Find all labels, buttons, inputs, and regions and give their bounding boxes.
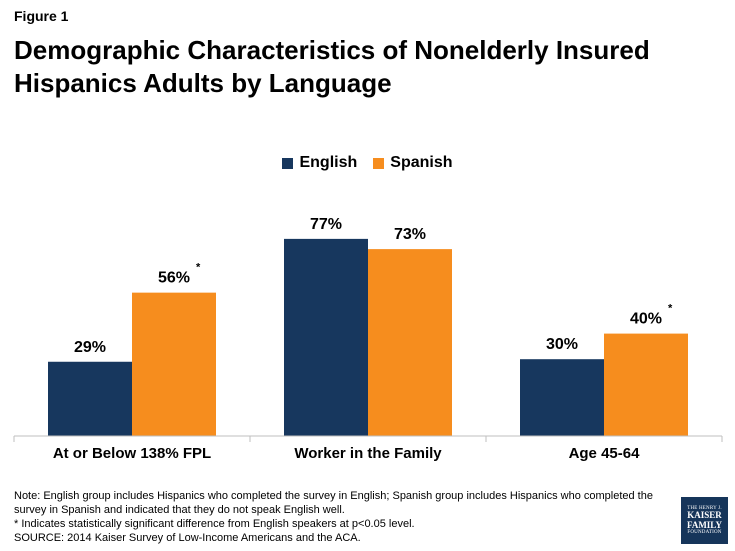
note-text: Note: English group includes Hispanics w…	[14, 490, 653, 516]
data-label-spanish-2: 73%	[394, 226, 426, 243]
source-note: SOURCE: 2014 Kaiser Survey of Low-Income…	[14, 532, 361, 544]
logo-line-1: THE HENRY J.	[687, 505, 722, 511]
data-label-english-3: 30%	[546, 336, 578, 353]
chart-title-line-2: Hispanics Adults by Language	[14, 68, 392, 98]
bar-english-1	[48, 361, 132, 436]
chart-notes: Note: English group includes Hispanics w…	[14, 489, 664, 545]
category-label-2: Worker in the Family	[294, 445, 442, 462]
legend-label-spanish: Spanish	[390, 154, 453, 171]
legend-item-spanish: Spanish	[373, 154, 453, 172]
legend-swatch-english	[282, 157, 294, 169]
significance-note: * Indicates statistically significant di…	[14, 518, 415, 530]
bar-spanish-2	[368, 249, 452, 436]
data-label-spanish-1: 56%	[158, 270, 190, 287]
significance-marker-spanish-1: *	[196, 262, 201, 274]
legend-label-english: English	[299, 154, 358, 171]
bar-english-2	[284, 238, 368, 436]
bar-english-3	[520, 359, 604, 436]
bar-spanish-1	[132, 292, 216, 436]
legend-item-english: English	[282, 154, 357, 172]
figure-label: Figure 1	[14, 8, 69, 24]
category-label-3: Age 45-64	[569, 445, 641, 462]
logo-line-2: KAISER	[687, 510, 722, 521]
logo-line-4: FOUNDATION	[687, 529, 722, 535]
logo-line-3: FAMILY	[686, 519, 722, 530]
data-label-english-1: 29%	[74, 339, 106, 356]
chart-title-line-1: Demographic Characteristics of Nonelderl…	[14, 35, 650, 65]
significance-marker-spanish-3: *	[668, 303, 673, 315]
category-label-1: At or Below 138% FPL	[53, 445, 211, 462]
data-label-spanish-3: 40%	[630, 311, 662, 328]
chart-title: Demographic Characteristics of Nonelderl…	[14, 34, 714, 100]
legend-swatch-spanish	[373, 157, 385, 169]
kff-logo: THE HENRY J. KAISER FAMILY FOUNDATION	[681, 497, 728, 544]
data-label-english-2: 77%	[310, 216, 342, 233]
bar-spanish-3	[604, 333, 688, 436]
chart-legend: English Spanish	[0, 154, 735, 172]
